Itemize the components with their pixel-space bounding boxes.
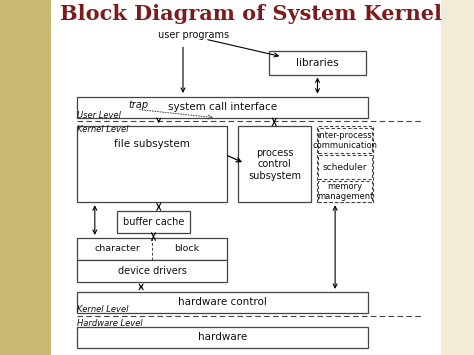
Bar (319, 155, 372, 179)
Text: block: block (174, 244, 199, 253)
Bar (77, 238, 227, 260)
Text: trap: trap (128, 100, 148, 110)
Bar (318, 126, 373, 202)
Text: inter-process
communication: inter-process communication (312, 131, 378, 150)
Text: file subsystem: file subsystem (114, 139, 190, 149)
Text: User Level: User Level (77, 111, 121, 120)
Text: Kernel Level: Kernel Level (77, 305, 128, 314)
Text: Kernel Level: Kernel Level (77, 125, 128, 134)
Text: hardware: hardware (198, 332, 247, 342)
Bar (0, 0, 51, 355)
Text: buffer cache: buffer cache (123, 217, 184, 227)
Text: Hardware Level: Hardware Level (77, 320, 143, 328)
Text: character: character (95, 244, 141, 253)
Text: scheduler: scheduler (323, 163, 367, 172)
Text: libraries: libraries (296, 58, 339, 68)
Text: Block Diagram of System Kernel: Block Diagram of System Kernel (60, 4, 442, 24)
Text: device drivers: device drivers (118, 266, 187, 276)
Bar (319, 128, 372, 153)
Bar (77, 327, 368, 348)
Text: hardware control: hardware control (178, 297, 267, 307)
Bar (238, 126, 311, 202)
Bar (77, 97, 368, 118)
Bar (269, 51, 366, 75)
Bar (77, 292, 368, 313)
Bar (319, 181, 372, 202)
Bar (77, 126, 227, 202)
Text: process
control
subsystem: process control subsystem (248, 148, 301, 181)
Text: system call interface: system call interface (168, 102, 277, 112)
Text: user programs: user programs (158, 31, 229, 40)
Bar (77, 260, 227, 282)
Text: memory
management: memory management (317, 182, 373, 201)
Bar (117, 211, 190, 233)
Bar (51, 0, 441, 355)
